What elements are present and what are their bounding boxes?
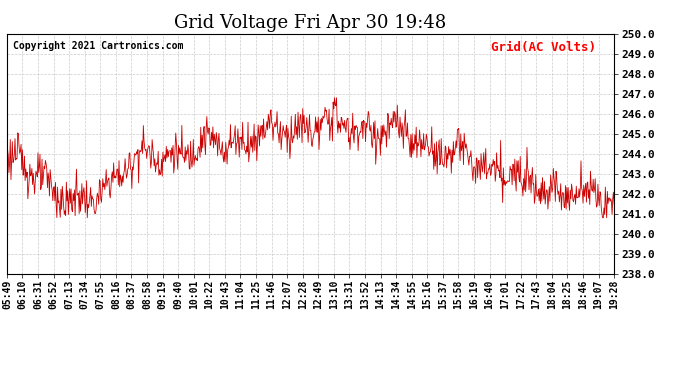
- Text: Copyright 2021 Cartronics.com: Copyright 2021 Cartronics.com: [13, 41, 184, 51]
- Title: Grid Voltage Fri Apr 30 19:48: Grid Voltage Fri Apr 30 19:48: [175, 14, 446, 32]
- Text: Grid(AC Volts): Grid(AC Volts): [491, 41, 596, 54]
